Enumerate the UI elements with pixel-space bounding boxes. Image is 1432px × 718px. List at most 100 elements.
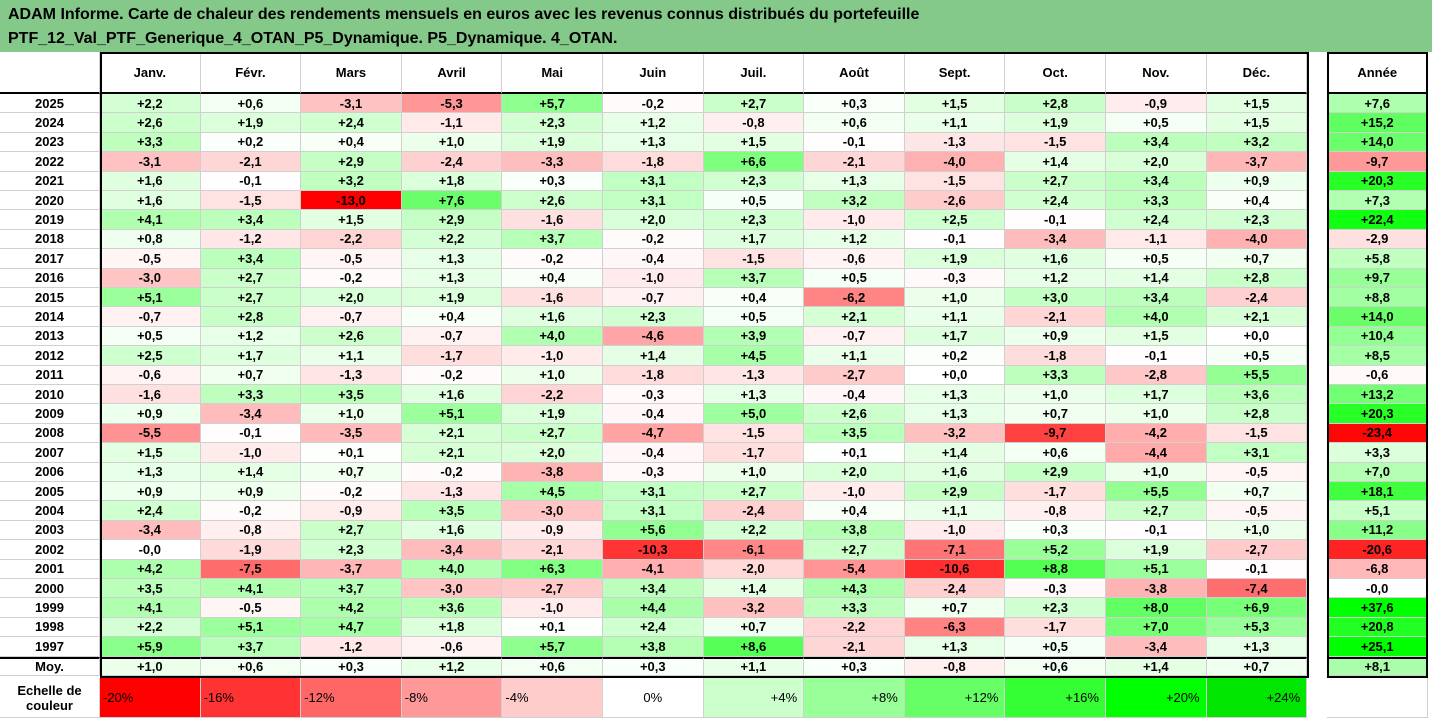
heatmap-cell: +1,7 xyxy=(1106,385,1207,405)
heatmap-cell: +0,5 xyxy=(804,268,905,288)
heatmap-cell: +1,3 xyxy=(1206,637,1308,657)
heatmap-cell: +3,7 xyxy=(502,229,603,250)
heatmap-cell: -0,7 xyxy=(301,307,402,327)
heatmap-cell: -0,4 xyxy=(603,249,704,269)
heatmap-cell: +8,0 xyxy=(1106,598,1207,618)
heatmap-cell: -2,1 xyxy=(804,152,905,172)
average-label: Moy. xyxy=(0,656,100,676)
heatmap-cell: +0,3 xyxy=(502,171,603,191)
heatmap-cell: +2,0 xyxy=(603,210,704,230)
annual-cell: +13,2 xyxy=(1327,385,1429,405)
heatmap-cell: +0,7 xyxy=(703,617,805,638)
average-cell: +1,1 xyxy=(703,656,805,676)
heatmap-cell: -6,2 xyxy=(804,288,905,308)
heatmap-cell: +5,7 xyxy=(502,94,603,114)
heatmap-cell: +2,7 xyxy=(804,540,905,560)
color-scale-step: -16% xyxy=(200,678,302,718)
heatmap-cell: +2,2 xyxy=(100,94,201,114)
average-cell: +0,6 xyxy=(1005,656,1106,676)
heatmap-cell: +0,3 xyxy=(804,94,905,114)
heatmap-cell: -0,5 xyxy=(1206,462,1308,482)
average-cell: +0,6 xyxy=(200,656,302,676)
color-scale-label-line1: Echelle de xyxy=(17,682,82,698)
heatmap-cell: -0,2 xyxy=(603,229,704,250)
heatmap-cell: +2,4 xyxy=(603,617,704,638)
annual-cell: +8,5 xyxy=(1327,346,1429,366)
heatmap-cell: +2,2 xyxy=(100,617,201,638)
heatmap-cell: +0,5 xyxy=(100,326,201,347)
heatmap-cell: -2,2 xyxy=(301,229,402,250)
heatmap-cell: +3,7 xyxy=(200,637,302,657)
heatmap-cell: -4,1 xyxy=(603,559,704,579)
month-header: Juil. xyxy=(703,52,805,94)
heatmap-cell: -13,0 xyxy=(301,191,402,211)
heatmap-cell: +2,2 xyxy=(703,520,805,541)
average-cell: +0,3 xyxy=(603,656,704,676)
heatmap-cell: +2,3 xyxy=(703,210,805,230)
heatmap-cell: -0,7 xyxy=(603,288,704,308)
heatmap-cell: +1,5 xyxy=(100,443,201,463)
heatmap-cell: -1,8 xyxy=(603,365,704,385)
heatmap-cell: -1,7 xyxy=(1005,482,1106,502)
heatmap-cell: +1,4 xyxy=(904,443,1006,463)
year-label: 2009 xyxy=(0,404,100,424)
heatmap-cell: +3,0 xyxy=(1005,288,1106,308)
heatmap-cell: +5,2 xyxy=(1005,540,1106,560)
annual-cell: +15,2 xyxy=(1327,113,1429,133)
heatmap-cell: +1,0 xyxy=(502,365,603,385)
heatmap-cell: +5,0 xyxy=(703,404,805,424)
heatmap-cell: -2,1 xyxy=(502,540,603,560)
heatmap-cell: +2,9 xyxy=(401,210,503,230)
heatmap-cell: +2,3 xyxy=(603,307,704,327)
color-scale-step: 0% xyxy=(603,678,704,718)
heatmap-cell: +2,6 xyxy=(502,191,603,211)
heatmap-cell: -7,5 xyxy=(200,559,302,579)
watermark-bottom xyxy=(1327,678,1429,718)
heatmap-cell: -4,2 xyxy=(1106,423,1207,444)
heatmap-cell: -3,1 xyxy=(301,94,402,114)
annual-cell: +5,1 xyxy=(1327,501,1429,521)
heatmap-cell: -2,2 xyxy=(804,617,905,638)
color-scale-step: +12% xyxy=(904,678,1006,718)
heatmap-cell: -0,6 xyxy=(401,637,503,657)
heatmap-cell: +2,5 xyxy=(904,210,1006,230)
annual-cell: +7,6 xyxy=(1327,94,1429,114)
heatmap-cell: +1,3 xyxy=(804,171,905,191)
heatmap-cell: -0,1 xyxy=(200,171,302,191)
heatmap-cell: +5,7 xyxy=(502,637,603,657)
heatmap-cell: +1,0 xyxy=(1206,520,1308,541)
month-header: Août xyxy=(804,52,905,94)
heatmap-cell: +0,7 xyxy=(200,365,302,385)
heatmap-cell: +0,9 xyxy=(1206,171,1308,191)
heatmap-cell: -1,5 xyxy=(1005,132,1106,153)
heatmap-cell: +2,3 xyxy=(301,540,402,560)
month-header: Janv. xyxy=(100,52,201,94)
year-label: 2012 xyxy=(0,346,100,366)
heatmap-cell: -0,3 xyxy=(1005,579,1106,599)
heatmap-cell: +3,3 xyxy=(100,132,201,153)
heatmap-cell: +3,4 xyxy=(200,210,302,230)
average-annual-cell: +8,1 xyxy=(1327,656,1429,676)
heatmap-cell: +0,6 xyxy=(804,113,905,133)
annual-cell: +14,0 xyxy=(1327,132,1429,153)
annual-cell: +7,0 xyxy=(1327,462,1429,482)
heatmap-cell: -6,1 xyxy=(703,540,805,560)
heatmap-cell: -2,4 xyxy=(1206,288,1308,308)
heatmap-cell: -3,2 xyxy=(904,423,1006,444)
heatmap-cell: +4,0 xyxy=(1106,307,1207,327)
heatmap-cell: +2,4 xyxy=(301,113,402,133)
heatmap-cell: -1,3 xyxy=(703,365,805,385)
heatmap-cell: -0,1 xyxy=(904,229,1006,250)
annual-cell: +14,0 xyxy=(1327,307,1429,327)
heatmap-cell: +1,3 xyxy=(100,462,201,482)
heatmap-cell: -1,5 xyxy=(1206,423,1308,444)
month-header: Juin xyxy=(603,52,704,94)
heatmap-cell: -1,7 xyxy=(703,443,805,463)
heatmap-cell: +3,2 xyxy=(301,171,402,191)
heatmap-cell: +1,6 xyxy=(502,307,603,327)
heatmap-cell: +1,3 xyxy=(401,249,503,269)
heatmap-cell: +2,3 xyxy=(502,113,603,133)
annual-cell: +22,4 xyxy=(1327,210,1429,230)
heatmap-cell: +1,4 xyxy=(703,579,805,599)
heatmap-cell: -1,0 xyxy=(804,210,905,230)
